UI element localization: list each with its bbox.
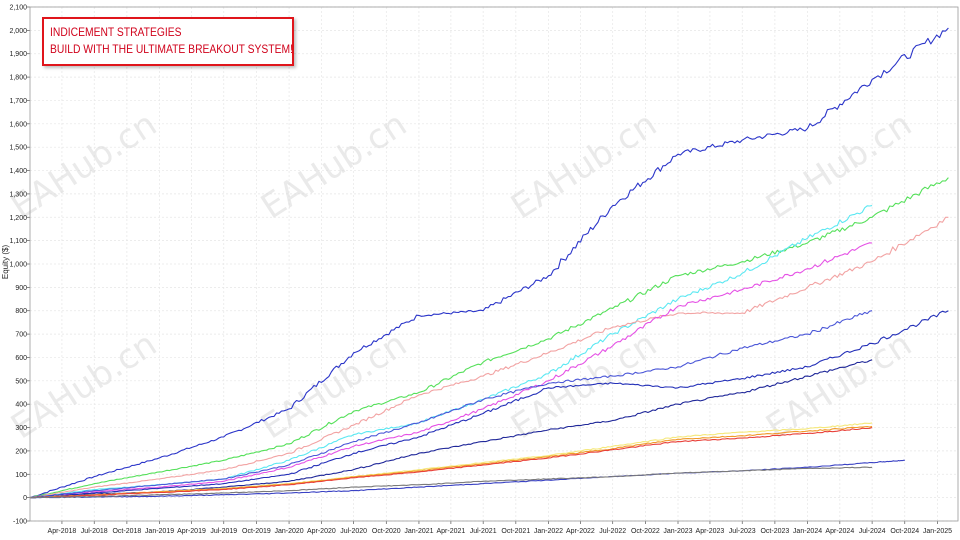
y-tick-label: 200: [15, 448, 27, 455]
y-tick-label: 1,500: [9, 145, 27, 152]
equity-series-line-10: [29, 425, 873, 499]
axes: -100 0 100 200 300 400 500 600 700 800 900 1,000 1,1…: [9, 5, 959, 535]
x-tick-label: Jul-2023: [729, 528, 756, 535]
y-tick-label: 2,000: [9, 28, 27, 35]
y-tick-label: 1,300: [9, 191, 27, 198]
x-tick-label: Jan-2023: [663, 528, 692, 535]
y-tick-label: 400: [15, 402, 27, 409]
equity-series-line-6: [29, 310, 873, 499]
y-tick-label: 0: [23, 495, 27, 502]
x-tick-label: Jul-2020: [340, 528, 367, 535]
x-tick-label: Oct-2022: [631, 528, 660, 535]
x-tick-label: Oct-2019: [242, 528, 271, 535]
y-tick-label: 1,100: [9, 238, 27, 245]
y-tick-label: 1,700: [9, 98, 27, 105]
y-tick-label: 700: [15, 332, 27, 339]
x-tick-label: Jan-2020: [274, 528, 303, 535]
y-tick-label: 500: [15, 378, 27, 385]
equity-series-line-13: [30, 466, 873, 499]
x-tick-label: Apr-2020: [307, 528, 336, 535]
grid: [30, 6, 958, 522]
y-axis-label: Equity ($): [1, 245, 10, 280]
y-tick-label: 800: [15, 308, 27, 315]
equity-series-line-12: [29, 459, 905, 499]
y-tick-label: 300: [15, 425, 27, 432]
x-tick-label: Jul-2024: [859, 528, 886, 535]
y-tick-label: -100: [13, 519, 27, 526]
x-tick-label: Jan-2021: [404, 528, 433, 535]
y-tick-label: 1,900: [9, 51, 27, 58]
x-tick-label: Jul-2022: [599, 528, 626, 535]
plot-frame: [29, 6, 959, 522]
x-tick-label: Oct-2018: [112, 528, 141, 535]
x-tick-label: Oct-2021: [501, 528, 530, 535]
y-tick-label: 1,200: [9, 215, 27, 222]
y-tick-label: 1,400: [9, 168, 27, 175]
equity-series-line-7: [29, 310, 949, 499]
x-tick-label: Oct-2023: [760, 528, 789, 535]
x-tick-label: Jul-2021: [470, 528, 497, 535]
x-tick-label: Apr-2018: [48, 528, 77, 535]
equity-series-line-1: [29, 27, 949, 499]
x-tick-label: Jul-2018: [81, 528, 108, 535]
x-tick-label: Jan-2025: [923, 528, 952, 535]
y-tick-label: 1,000: [9, 262, 27, 269]
x-tick-label: Oct-2020: [372, 528, 401, 535]
chart-title-line-1: INDICEMENT STRATEGIES: [50, 25, 182, 39]
chart-title-line-2: BUILD WITH THE ULTIMATE BREAKOUT SYSTEM!: [50, 42, 293, 56]
x-tick-label: Jan-2024: [793, 528, 822, 535]
x-tick-label: Apr-2022: [566, 528, 595, 535]
equity-series-line-5: [29, 242, 873, 499]
series-layer: [29, 27, 949, 499]
x-tick-label: Apr-2019: [177, 528, 206, 535]
x-tick-label: Oct-2024: [890, 528, 919, 535]
y-tick-label: 1,800: [9, 75, 27, 82]
y-tick-label: 2,100: [9, 5, 27, 12]
x-tick-label: Jan-2019: [145, 528, 174, 535]
chart-title-box: INDICEMENT STRATEGIES BUILD WITH THE ULT…: [42, 17, 294, 66]
equity-series-line-2: [29, 177, 949, 499]
x-tick-label: Apr-2024: [825, 528, 854, 535]
x-tick-label: Jan-2022: [534, 528, 563, 535]
equity-series-line-4: [30, 216, 949, 499]
y-tick-label: 100: [15, 472, 27, 479]
y-tick-label: 1,600: [9, 121, 27, 128]
y-tick-label: 600: [15, 355, 27, 362]
y-tick-label: 900: [15, 285, 27, 292]
equity-series-line-11: [29, 426, 873, 499]
x-tick-label: Jul-2019: [210, 528, 237, 535]
x-tick-label: Apr-2023: [696, 528, 725, 535]
x-tick-label: Apr-2021: [436, 528, 465, 535]
